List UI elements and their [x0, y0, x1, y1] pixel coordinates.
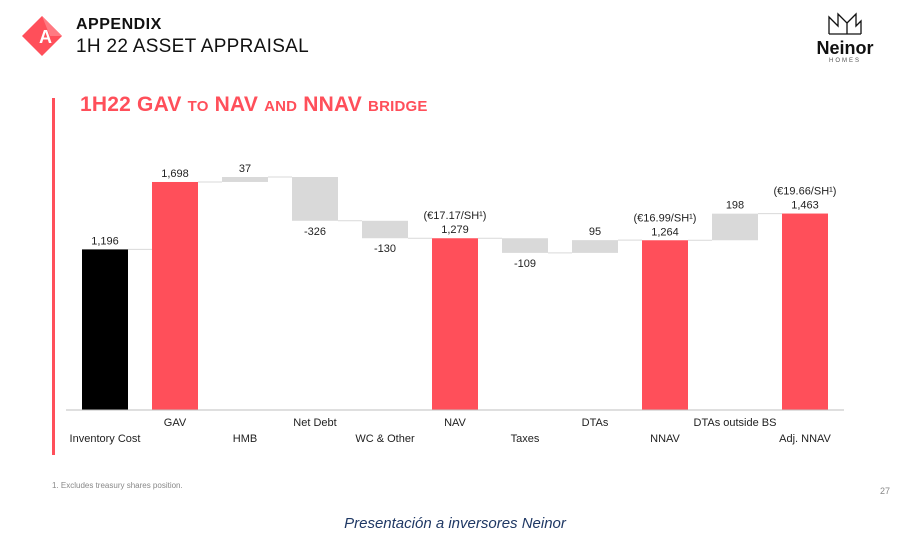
section-title: APPENDIX — [76, 16, 162, 33]
category-label-inventory-cost: Inventory Cost — [70, 433, 141, 445]
chart-title-part-1: 1H22 GAV — [80, 93, 182, 116]
per-share-adj-nnav: (€19.66/SH¹) — [774, 186, 837, 198]
neinor-mark-icon — [828, 12, 862, 35]
category-label-gav: GAV — [164, 417, 187, 429]
category-label-nnav: NNAV — [650, 433, 680, 445]
per-share-annotations: (€17.17/SH¹) (€16.99/SH¹) (€19.66/SH¹) — [424, 186, 837, 225]
caption: Presentación a inversores Neinor — [344, 515, 566, 532]
chart-title-part-6: BRIDGE — [368, 98, 428, 115]
footnote: 1. Excludes treasury shares position. — [52, 481, 183, 490]
section-subtitle: 1H 22 ASSET APPRAISAL — [76, 36, 310, 57]
bar-nnav — [642, 240, 688, 410]
bar-dtas — [572, 240, 618, 253]
value-label-gav: 1,698 — [161, 168, 189, 180]
bar-gav — [152, 181, 198, 410]
bar-hmb — [222, 177, 268, 182]
category-label-dtas: DTAs — [582, 417, 609, 429]
category-label-adj-nnav: Adj. NNAV — [779, 433, 831, 445]
category-label-hmb: HMB — [233, 433, 257, 445]
appendix-logo-icon: A — [22, 16, 62, 56]
category-label-taxes: Taxes — [511, 433, 540, 445]
appendix-logo-letter: A — [39, 27, 52, 47]
category-label-dtas-outside-bs: DTAs outside BS — [694, 417, 777, 429]
bar-net-debt — [292, 177, 338, 221]
bars — [82, 177, 828, 410]
value-label-net-debt: -326 — [304, 226, 326, 238]
bar-wc-other — [362, 220, 408, 239]
bar-taxes — [502, 238, 548, 253]
brand-logo: Neinor HOMES — [810, 12, 880, 64]
per-share-nav: (€17.17/SH¹) — [424, 210, 487, 222]
chart-title-part-5: NNAV — [303, 93, 362, 116]
connector-lines — [128, 176, 782, 254]
value-label-nnav: 1,264 — [651, 226, 679, 238]
per-share-nnav: (€16.99/SH¹) — [634, 212, 697, 224]
value-label-nav: 1,279 — [441, 224, 469, 236]
brand-name: Neinor — [816, 38, 874, 58]
category-label-nav: NAV — [444, 417, 466, 429]
chart-title-part-3: NAV — [214, 93, 259, 116]
bar-dtas-outside-bs — [712, 213, 758, 241]
value-labels: 1,196 1,698 37 -326 -130 1,279 -109 95 1,264 198 1… — [91, 163, 819, 270]
bar-nav — [432, 238, 478, 410]
value-label-dtas-outside-bs: 198 — [726, 200, 744, 212]
category-label-net-debt: Net Debt — [293, 417, 336, 429]
category-labels: Inventory Cost GAV HMB Net Debt WC & Other NA… — [70, 417, 832, 445]
page-number: 27 — [879, 486, 890, 496]
chart-title-part-2: TO — [187, 98, 209, 115]
value-label-inventory-cost: 1,196 — [91, 235, 119, 247]
category-label-wc-other: WC & Other — [355, 433, 415, 445]
chart-title: 1H22 GAV TO NAV AND NNAV BRIDGE — [80, 93, 428, 117]
value-label-dtas: 95 — [589, 226, 601, 238]
value-label-adj-nnav: 1,463 — [791, 200, 819, 212]
bar-inventory-cost — [82, 249, 128, 410]
brand-tagline: HOMES — [828, 58, 861, 64]
value-label-hmb: 37 — [239, 163, 251, 175]
value-label-wc-other: -130 — [374, 243, 396, 255]
bar-adj-nnav — [782, 213, 828, 410]
accent-line — [52, 98, 55, 455]
chart-title-part-4: AND — [264, 98, 298, 115]
value-label-taxes: -109 — [514, 258, 536, 270]
